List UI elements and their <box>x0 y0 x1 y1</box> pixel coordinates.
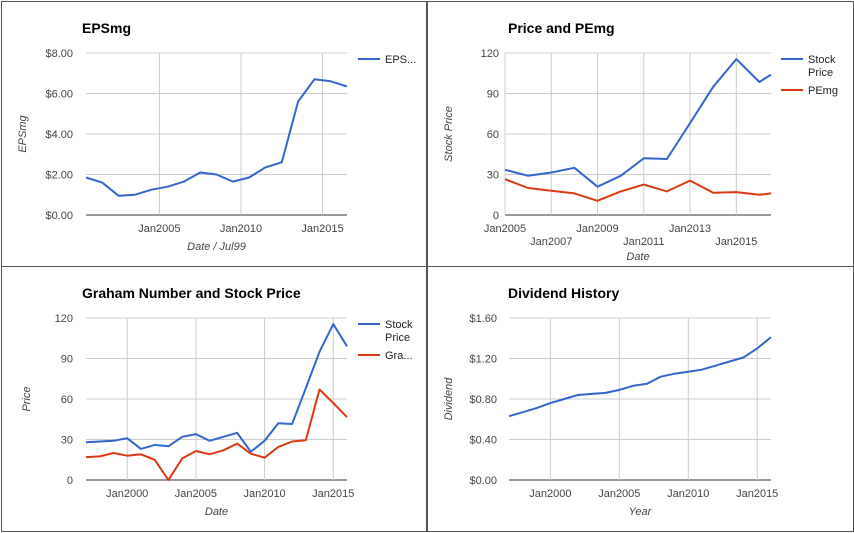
y-tick-label: $1.60 <box>469 313 497 325</box>
x-tick-label: Jan2005 <box>598 488 640 500</box>
y-axis-title: Dividend <box>443 377 455 421</box>
chart-title: EPSmg <box>82 20 132 36</box>
legend-label: Stock <box>808 54 836 66</box>
x-tick-label: Jan2005 <box>484 223 526 235</box>
legend-label: Price <box>808 67 833 79</box>
x-tick-label: Jan2005 <box>175 488 217 500</box>
dividend-chart-svg: $0.00 $0.40 $0.80 $1.20 $1.60 Jan2000 Jan2005 J… <box>443 313 778 518</box>
x-axis-title: Date <box>626 251 649 263</box>
chart-title: Dividend History <box>508 285 620 301</box>
y-tick-label: $0.40 <box>469 435 497 447</box>
x-tick-label: Jan2000 <box>106 488 148 500</box>
x-axis-title: Date <box>205 506 228 518</box>
y-tick-label: 60 <box>487 129 499 141</box>
x-tick-label: Jan2013 <box>669 223 711 235</box>
graham-chart-panel: Graham Number and Stock Price 0 30 60 90 120… <box>1 266 427 532</box>
legend-label: Gra... <box>385 350 413 362</box>
x-tick-label: Jan2015 <box>312 488 354 500</box>
x-tick-label: Jan2015 <box>736 488 778 500</box>
legend-label: Price <box>385 332 410 344</box>
x-axis-title: Year <box>629 506 653 518</box>
y-axis-title: Price <box>21 386 33 411</box>
x-axis-title: Date / Jul99 <box>187 241 246 253</box>
x-tick-label: Jan2015 <box>715 236 757 248</box>
series-line-blue <box>508 336 772 418</box>
y-tick-label: 30 <box>487 170 499 182</box>
x-tick-label: Jan2010 <box>220 223 262 235</box>
chart-title: Graham Number and Stock Price <box>82 285 301 301</box>
series-line-red <box>85 388 348 481</box>
x-tick-label: Jan2007 <box>530 236 572 248</box>
series-line-blue <box>85 323 348 453</box>
eps-chart-svg: $0.00 $2.00 $4.00 $6.00 $8.00 Jan2005 Jan2010 J… <box>17 48 416 253</box>
y-tick-label: $6.00 <box>45 89 73 101</box>
x-tick-label: Jan2011 <box>623 236 664 248</box>
y-tick-label: 30 <box>61 435 73 447</box>
y-tick-label: 90 <box>487 89 499 101</box>
series-line-red <box>504 178 772 202</box>
x-tick-label: Jan2000 <box>529 488 571 500</box>
y-tick-label: $4.00 <box>45 129 73 141</box>
y-tick-label: $1.20 <box>469 354 497 366</box>
series-line-blue <box>504 58 772 188</box>
y-axis-title: Stock Price <box>443 106 455 162</box>
y-tick-label: $2.00 <box>45 170 73 182</box>
x-tick-label: Jan2010 <box>243 488 285 500</box>
price-pe-chart-svg: 0 30 60 90 120 Jan2005 Jan2007 Jan2009 Jan2011 Ja… <box>443 48 838 263</box>
y-tick-label: 120 <box>481 48 499 60</box>
y-tick-label: 0 <box>493 210 499 222</box>
y-tick-label: $8.00 <box>45 48 73 60</box>
dividend-chart-panel: Dividend History $0.00 $0.40 $0.80 $1.20 $1.… <box>427 266 854 532</box>
y-tick-label: $0.00 <box>469 475 497 487</box>
x-tick-label: Jan2009 <box>576 223 618 235</box>
legend-label: Stock <box>385 319 413 331</box>
x-tick-label: Jan2010 <box>667 488 709 500</box>
y-tick-label: 60 <box>61 394 73 406</box>
y-tick-label: $0.80 <box>469 394 497 406</box>
legend-label: EPS... <box>385 54 416 66</box>
x-tick-label: Jan2005 <box>138 223 180 235</box>
eps-chart-panel: EPSmg $0.00 $2.00 $4.00 $6.00 $8.00 Jan2005 Ja… <box>1 1 427 267</box>
graham-chart-svg: 0 30 60 90 120 Jan2000 Jan2005 Jan2010 Jan2015 Da… <box>21 313 413 518</box>
series-line-blue <box>85 78 348 197</box>
y-tick-label: 0 <box>67 475 73 487</box>
x-tick-label: Jan2015 <box>301 223 343 235</box>
y-tick-label: $0.00 <box>45 210 73 222</box>
y-axis-title: EPSmg <box>17 114 29 152</box>
y-tick-label: 90 <box>61 354 73 366</box>
legend-label: PEmg <box>808 85 838 97</box>
chart-title: Price and PEmg <box>508 20 615 36</box>
price-pe-chart-panel: Price and PEmg 0 30 60 90 120 Jan2005 Jan2007 J… <box>427 1 854 267</box>
y-tick-label: 120 <box>55 313 73 325</box>
